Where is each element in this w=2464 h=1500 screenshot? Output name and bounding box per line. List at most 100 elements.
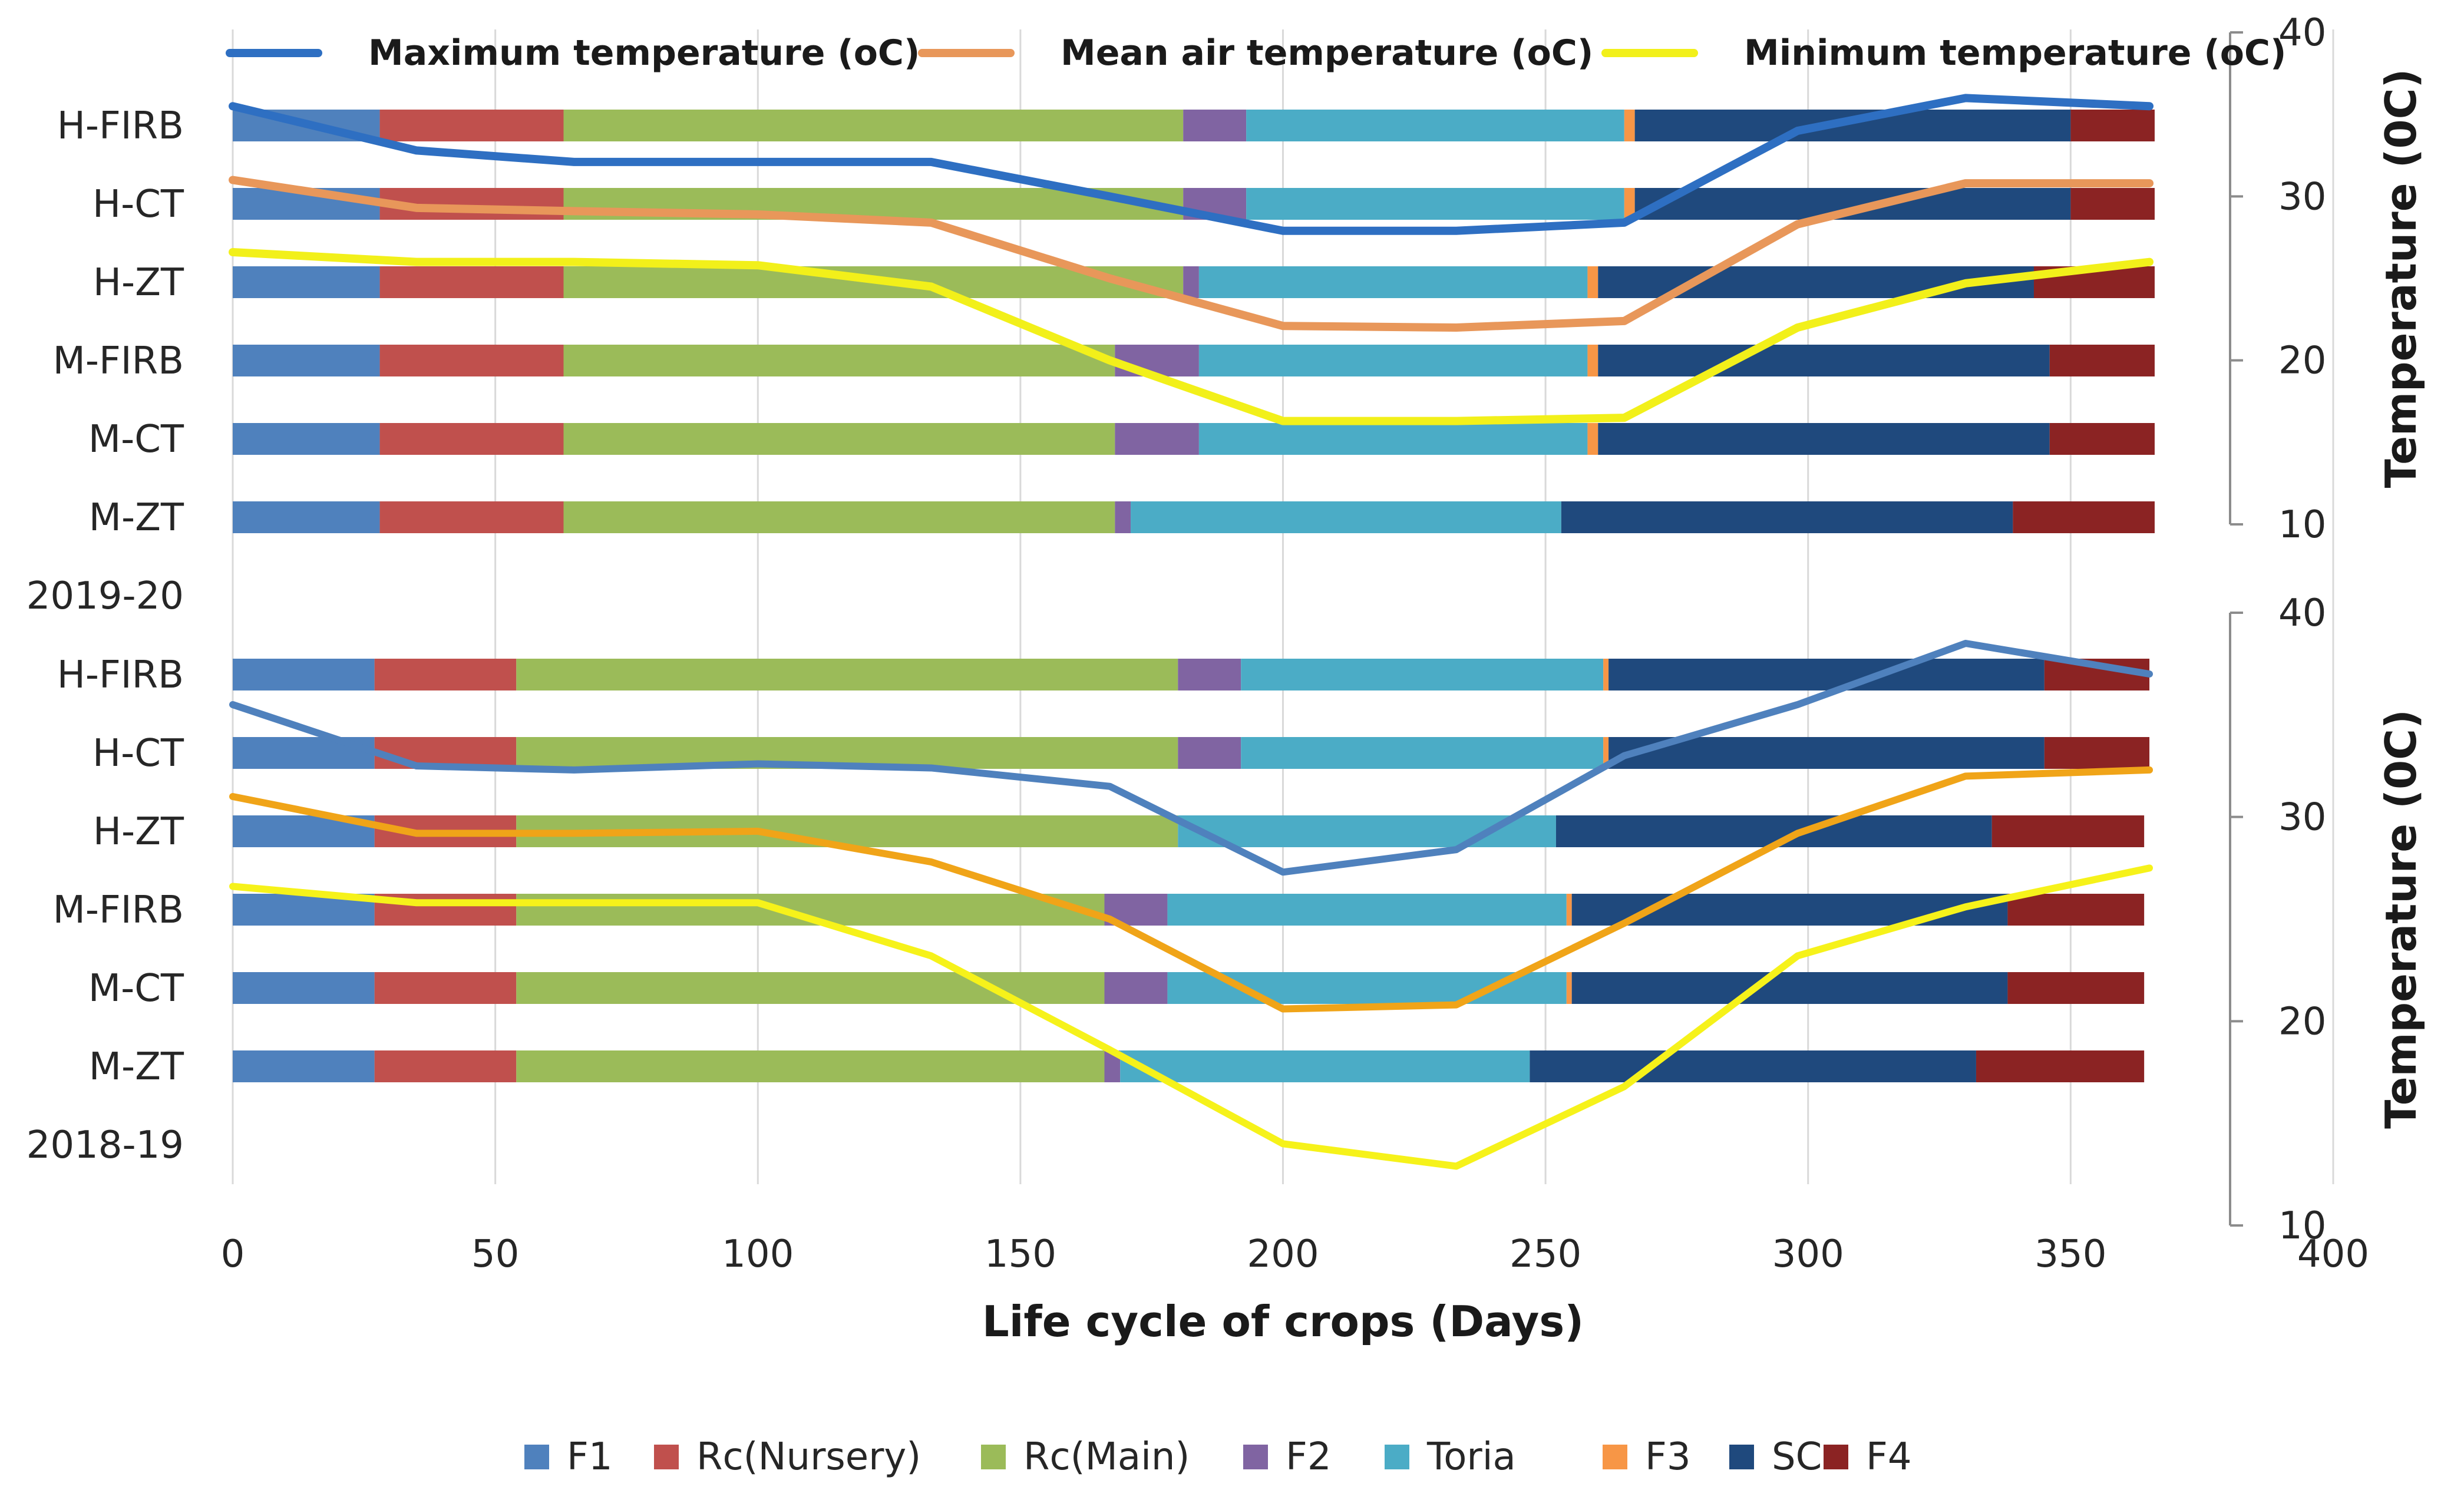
x-tick-label-50: 50 xyxy=(471,1233,519,1276)
category-label-m-firb: M-FIRB xyxy=(53,888,184,932)
legend-swatch-sc xyxy=(1729,1445,1754,1469)
legend-label-f4: F4 xyxy=(1866,1435,1912,1479)
category-label-h-ct: H-CT xyxy=(93,183,184,226)
x-tick-label-100: 100 xyxy=(722,1233,794,1276)
bar-2019-20-m-ct-sc xyxy=(1598,423,2050,455)
bar-2018-19-m-ct-f2 xyxy=(1104,972,1168,1004)
legend-label-minimum-temperature-oc: Minimum temperature (oC) xyxy=(1744,32,2286,74)
temperature-axes: 10 20 30 40 Temperature (0C) 10 20 30 40 Temperat… xyxy=(2229,11,2426,1248)
bar-2019-20-m-zt-rc-main xyxy=(563,501,1115,533)
category-label-h-firb: H-FIRB xyxy=(57,104,184,148)
bar-2018-19-m-zt-rc-nursery xyxy=(374,1050,517,1082)
temperature-tick-label-2019-20-20: 20 xyxy=(2278,339,2326,383)
legend-label-f2: F2 xyxy=(1286,1435,1332,1479)
bar-2019-20-m-zt-f2 xyxy=(1115,501,1131,533)
bar-2018-19-m-ct-rc-nursery xyxy=(374,972,517,1004)
bar-2019-20-m-ct-f2 xyxy=(1115,423,1199,455)
bar-2018-19-m-zt-f4 xyxy=(1976,1050,2145,1082)
legend-swatch-rc-main xyxy=(981,1445,1006,1469)
phase-legend: F1 Rc(Nursery) Rc(Main) F2 Toria F3 SC F4 xyxy=(524,1435,1912,1479)
category-label-h-zt: H-ZT xyxy=(93,261,184,305)
line-2019-20-minimum-temperature-oc xyxy=(229,247,2154,425)
legend-label-f1: F1 xyxy=(567,1435,613,1479)
bar-2018-19-m-firb-toria xyxy=(1167,894,1567,926)
legend-swatch-f4 xyxy=(1824,1445,1848,1469)
bar-2019-20-h-ct-toria xyxy=(1246,188,1624,220)
bar-2019-20-h-zt-f3 xyxy=(1587,266,1598,298)
category-label-m-firb: M-FIRB xyxy=(53,339,184,383)
bar-2018-19-m-ct-sc xyxy=(1571,972,2008,1004)
temperature-tick-label-2019-20-40: 40 xyxy=(2278,11,2326,55)
bar-2018-19-m-firb-sc xyxy=(1571,894,2008,926)
x-tick-label-150: 150 xyxy=(985,1233,1056,1276)
x-tick-label-250: 250 xyxy=(1510,1233,1581,1276)
bar-2019-20-m-firb-f3 xyxy=(1587,345,1598,376)
bar-2018-19-h-ct-f3 xyxy=(1603,737,1609,769)
legend-swatch-rc-nursery xyxy=(654,1445,679,1469)
x-tick-label-200: 200 xyxy=(1247,1233,1319,1276)
bar-2018-19-m-zt-sc xyxy=(1530,1050,1976,1082)
temperature-tick-label-2019-20-30: 30 xyxy=(2278,175,2326,219)
bar-2019-20-h-zt-toria xyxy=(1198,266,1588,298)
bar-2019-20-m-ct-toria xyxy=(1198,423,1588,455)
category-label-h-zt: H-ZT xyxy=(93,810,184,854)
line-2019-20-maximum-temperature-oc xyxy=(229,94,2154,235)
legend-label-f3: F3 xyxy=(1645,1435,1691,1479)
bar-2018-19-m-zt-f1 xyxy=(233,1050,375,1082)
bar-2018-19-h-ct-f2 xyxy=(1178,737,1241,769)
bar-2019-20-h-firb-f2 xyxy=(1183,110,1247,141)
bar-2018-19-m-ct-f4 xyxy=(2007,972,2145,1004)
bar-2019-20-h-firb-rc-nursery xyxy=(379,110,564,141)
bar-2019-20-h-ct-f4 xyxy=(2070,188,2155,220)
bar-2019-20-m-ct-f3 xyxy=(1587,423,1598,455)
bar-2018-19-m-ct-toria xyxy=(1167,972,1567,1004)
bar-2019-20-h-firb-f4 xyxy=(2070,110,2155,141)
legend-swatch-f2 xyxy=(1243,1445,1268,1469)
category-label-2018-19: 2018-19 xyxy=(27,1124,184,1167)
temperature-tick-label-2018-19-30: 30 xyxy=(2278,796,2326,840)
bar-2018-19-h-firb-rc-main xyxy=(516,659,1178,690)
bar-2019-20-m-firb-rc-nursery xyxy=(379,345,564,376)
category-label-h-firb: H-FIRB xyxy=(57,653,184,697)
legend-label-rc-nursery: Rc(Nursery) xyxy=(696,1435,921,1479)
x-tick-label-400: 400 xyxy=(2297,1233,2369,1276)
bar-2019-20-m-firb-f2 xyxy=(1115,345,1199,376)
bar-2018-19-h-ct-toria xyxy=(1241,737,1604,769)
bar-2019-20-h-firb-f3 xyxy=(1624,110,1635,141)
bar-2019-20-m-ct-rc-nursery xyxy=(379,423,564,455)
category-label-h-ct: H-CT xyxy=(93,732,184,775)
legend-swatch-toria xyxy=(1385,1445,1409,1469)
bar-2019-20-m-zt-f4 xyxy=(2013,501,2155,533)
line-2018-19-mean-air-temperature-oc xyxy=(229,766,2153,1013)
bar-2019-20-m-ct-rc-main xyxy=(563,423,1115,455)
legend-label-maximum-temperature-oc: Maximum temperature (oC) xyxy=(368,32,920,74)
x-tick-label-0: 0 xyxy=(221,1233,245,1276)
x-axis: 0 50 100 150 200 250 300 350 400 xyxy=(221,1233,2369,1276)
legend-label-mean-air-temperature-oc: Mean air temperature (oC) xyxy=(1061,32,1593,74)
bar-2019-20-m-zt-toria xyxy=(1131,501,1561,533)
bar-2018-19-h-zt-toria xyxy=(1178,815,1556,847)
bar-2019-20-h-firb-rc-main xyxy=(563,110,1184,141)
temperature-tick-label-2018-19-10: 10 xyxy=(2278,1204,2326,1248)
bar-2018-19-h-firb-sc xyxy=(1608,659,2044,690)
bar-2019-20-h-zt-f2 xyxy=(1183,266,1199,298)
bar-2018-19-h-zt-f4 xyxy=(1991,815,2145,847)
legend-swatch-f1 xyxy=(524,1445,549,1469)
bar-2019-20-m-firb-f4 xyxy=(2049,345,2155,376)
x-tick-label-350: 350 xyxy=(2034,1233,2106,1276)
x-axis-title: Life cycle of crops (Days) xyxy=(982,1297,1584,1346)
bar-2018-19-m-ct-f1 xyxy=(233,972,375,1004)
bar-2019-20-h-firb-sc xyxy=(1634,110,2071,141)
bar-2019-20-m-zt-rc-nursery xyxy=(379,501,564,533)
line-2018-19-maximum-temperature-oc xyxy=(229,640,2153,876)
bar-2018-19-h-firb-toria xyxy=(1241,659,1604,690)
bar-2018-19-h-firb-rc-nursery xyxy=(374,659,517,690)
line-2018-19-minimum-temperature-oc xyxy=(229,864,2153,1170)
bar-2018-19-m-zt-rc-main xyxy=(516,1050,1105,1082)
legend-label-rc-main: Rc(Main) xyxy=(1023,1435,1190,1479)
bar-2018-19-h-firb-f2 xyxy=(1178,659,1241,690)
category-label-2019-20: 2019-20 xyxy=(27,574,184,618)
category-label-m-ct: M-CT xyxy=(88,418,184,461)
bar-2018-19-m-zt-toria xyxy=(1120,1050,1530,1082)
